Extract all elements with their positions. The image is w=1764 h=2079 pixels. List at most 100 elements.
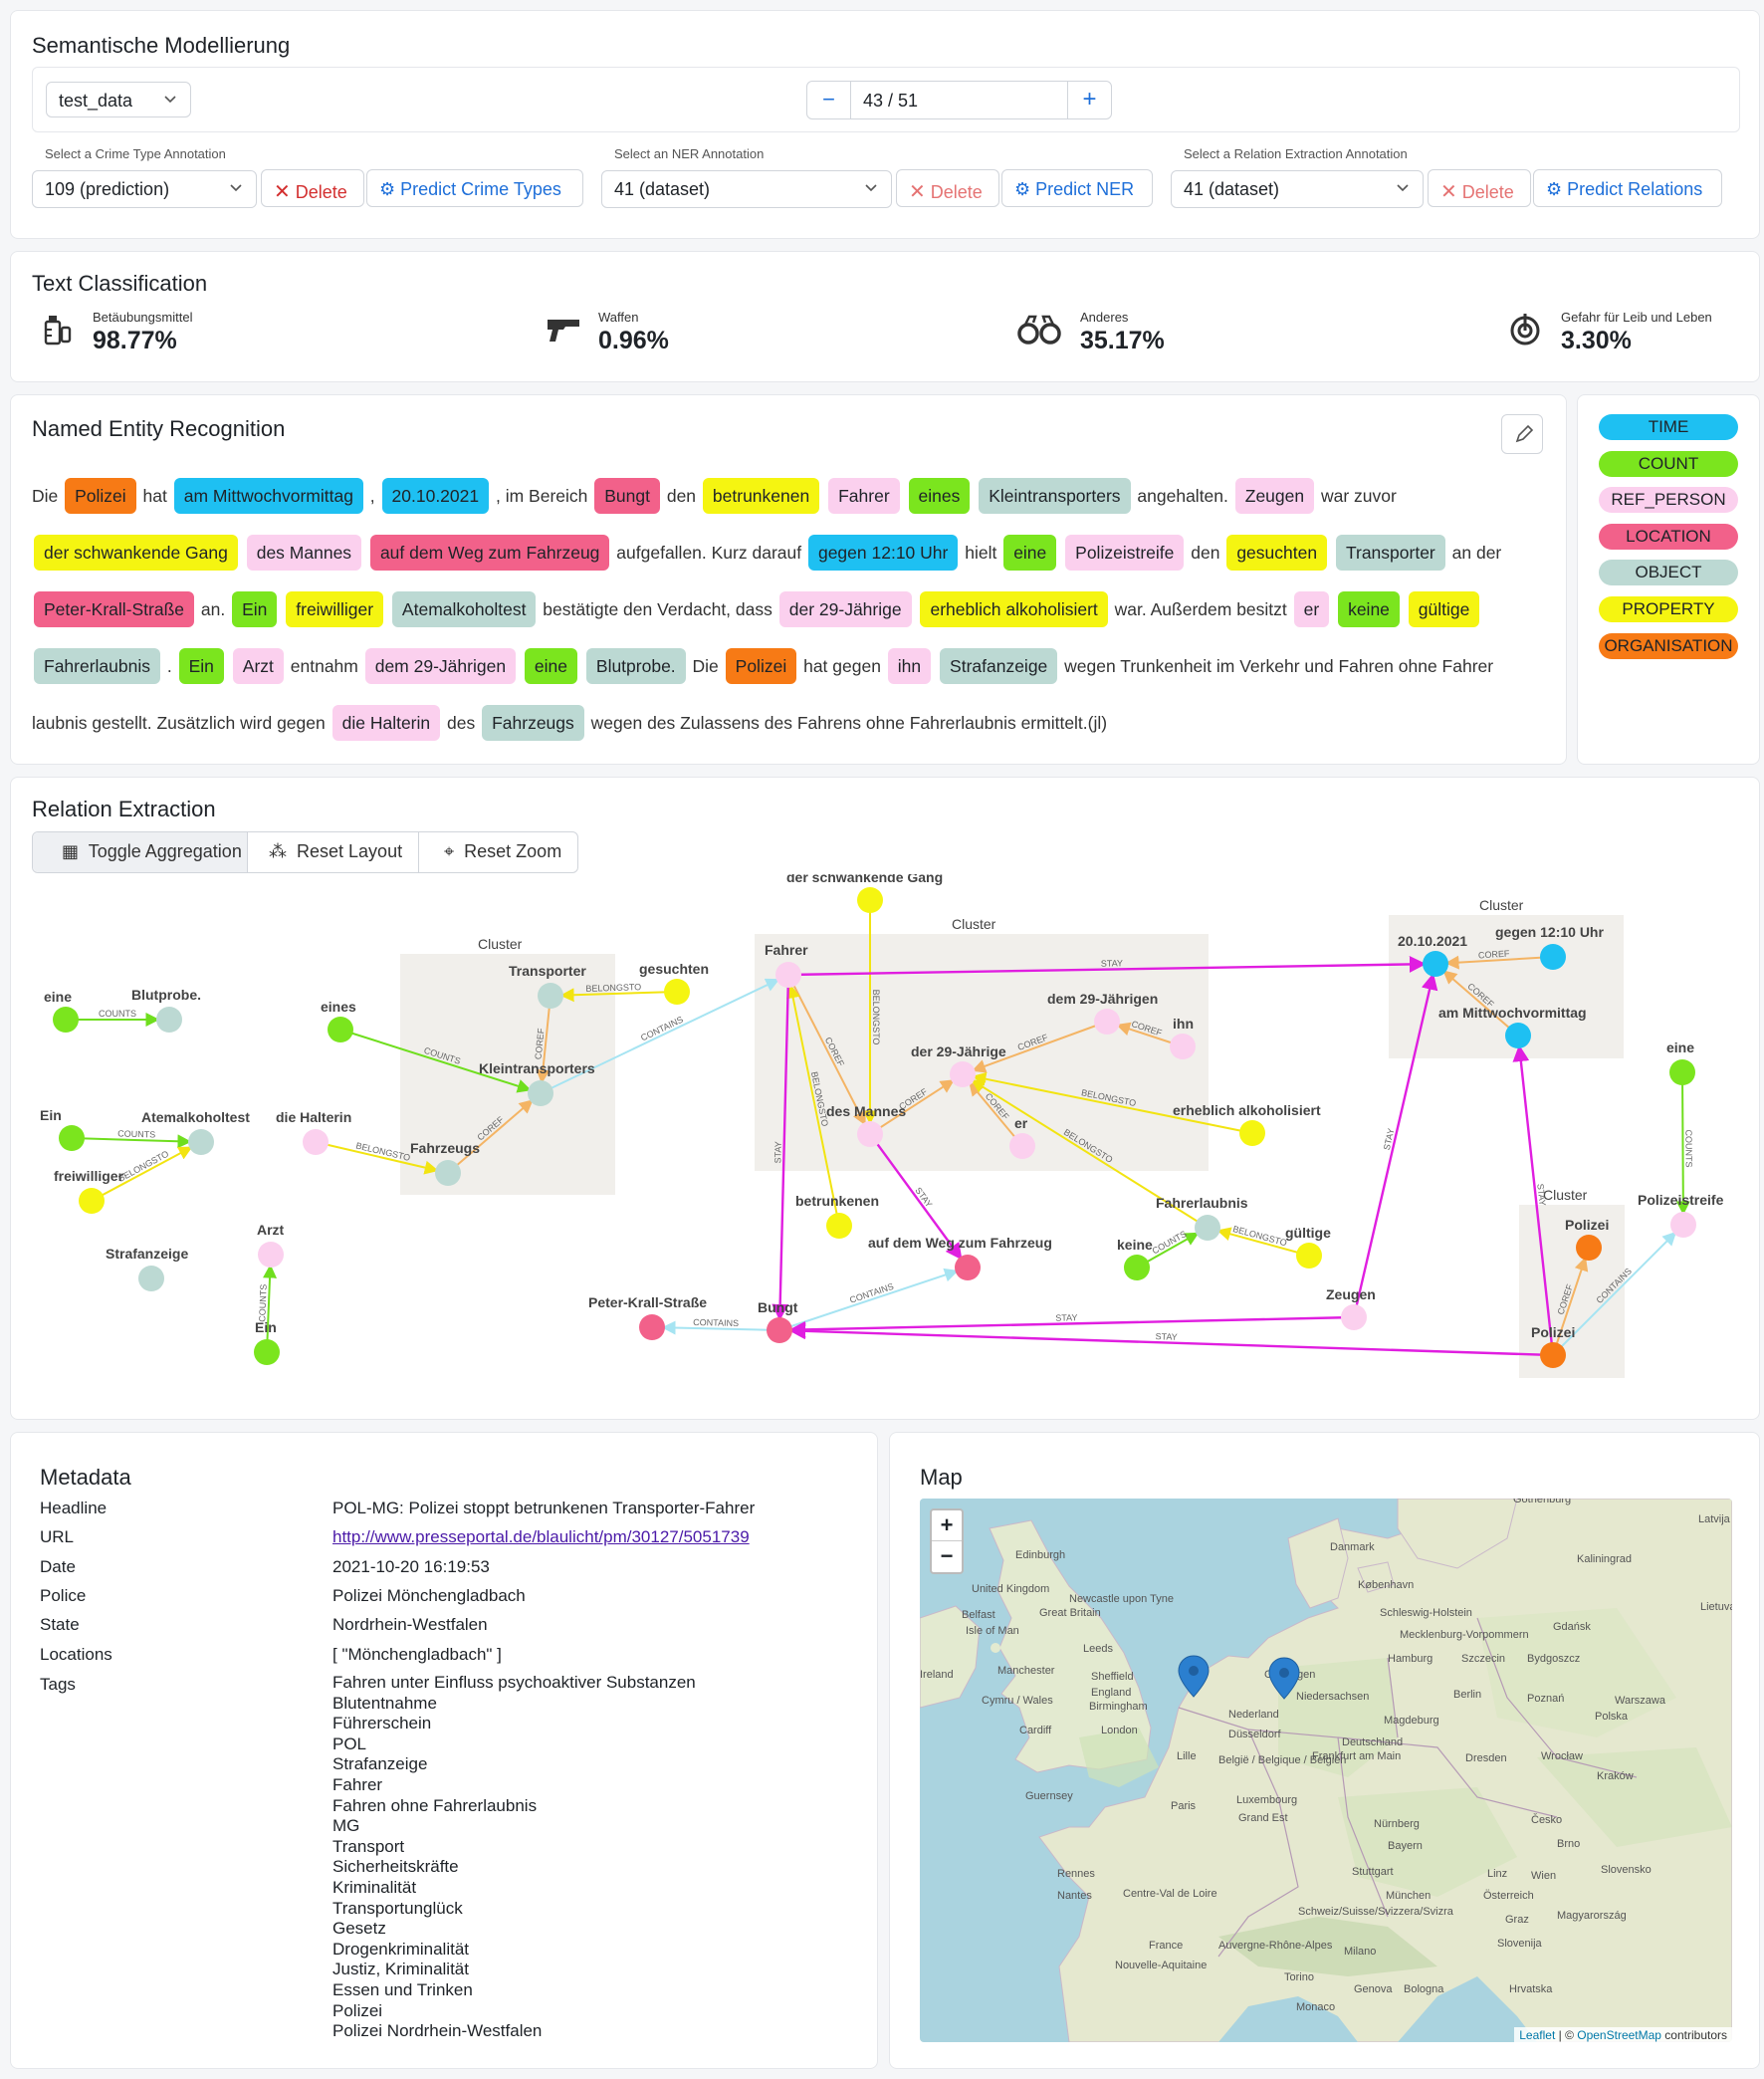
entity-object[interactable]: Kleintransporters (979, 478, 1131, 514)
entity-object[interactable]: Blutprobe. (585, 648, 686, 684)
relation-edge[interactable] (778, 1268, 959, 1331)
entity-ref_person[interactable]: er (1293, 591, 1330, 627)
graph-node-eine1[interactable] (53, 1007, 79, 1033)
relation-edge[interactable] (972, 1021, 1108, 1073)
graph-node-gang[interactable] (857, 887, 883, 913)
entity-property[interactable]: der schwankende Gang (34, 535, 238, 571)
relation-edge[interactable] (536, 995, 551, 1084)
relation-edge[interactable] (788, 1322, 1554, 1357)
reset-layout-button[interactable]: ⁂ Reset Layout (255, 831, 416, 871)
graph-node-blut[interactable] (156, 1007, 182, 1033)
relation-annotation-select[interactable]: 41 (dataset) (1171, 170, 1424, 208)
relation-edge[interactable] (1444, 955, 1554, 970)
graph-node-mannes[interactable] (857, 1121, 883, 1147)
entity-organisation[interactable]: Polizei (65, 478, 136, 514)
entity-count[interactable]: eine (524, 648, 578, 684)
entity-ref_person[interactable]: Zeugen (1234, 478, 1315, 514)
entity-ref_person[interactable]: des Mannes (246, 535, 362, 571)
entity-count[interactable]: eines (908, 478, 971, 514)
entity-property[interactable]: erheblich alkoholisiert (920, 591, 1108, 627)
entity-ref_person[interactable]: Fahrer (828, 478, 900, 514)
entity-time[interactable]: am Mittwochvormittag (173, 478, 363, 514)
relation-edge[interactable] (1552, 1231, 1677, 1356)
graph-node-weg[interactable] (955, 1255, 981, 1280)
legend-tag-property[interactable]: PROPERTY (1599, 596, 1738, 622)
entity-location[interactable]: Peter-Krall-Straße (34, 591, 195, 627)
delete-crime-type-button[interactable]: ✕ Delete (261, 169, 364, 207)
leaflet-link[interactable]: Leaflet (1519, 2028, 1556, 2042)
legend-tag-ref_person[interactable]: REF_PERSON (1599, 487, 1738, 514)
entity-object[interactable]: Fahrzeugs (482, 705, 584, 741)
relation-graph[interactable]: Cluster Cluster Cluster Cluster COUNTS COUNT… (10, 874, 1760, 1417)
entity-ref_person[interactable]: dem 29-Jährigen (364, 648, 517, 684)
relation-edge[interactable] (1512, 1044, 1555, 1356)
graph-node-der29[interactable] (950, 1061, 976, 1087)
graph-node-date[interactable] (1423, 951, 1448, 977)
legend-tag-time[interactable]: TIME (1599, 414, 1738, 440)
entity-object[interactable]: Strafanzeige (940, 648, 1058, 684)
delete-relations-button[interactable]: ✕ Delete (1428, 169, 1531, 207)
entity-object[interactable]: Atemalkoholtest (391, 591, 537, 627)
entity-count[interactable]: eine (1003, 535, 1057, 571)
graph-node-zeugen[interactable] (1341, 1304, 1367, 1330)
relation-edge[interactable] (787, 956, 1427, 977)
relation-edge[interactable] (787, 974, 866, 1126)
graph-node-klein[interactable] (528, 1080, 553, 1106)
relation-edge[interactable] (91, 1146, 193, 1202)
graph-node-keine[interactable] (1124, 1255, 1150, 1280)
graph-node-freiwilliger[interactable] (79, 1188, 105, 1214)
entity-count[interactable]: keine (1338, 591, 1400, 627)
entity-time[interactable]: 20.10.2021 (381, 478, 490, 514)
relation-edge[interactable] (1352, 973, 1438, 1318)
map-marker-icon[interactable] (1268, 1657, 1300, 1700)
graph-node-polizei2[interactable] (1540, 1342, 1566, 1368)
toggle-aggregation-button[interactable] (33, 832, 248, 872)
predict-relations-button[interactable]: ⚙ Predict Relations (1533, 169, 1722, 207)
dataset-select[interactable]: test_data (46, 82, 191, 117)
entity-location[interactable]: auf dem Weg zum Fahrzeug (369, 535, 610, 571)
legend-tag-object[interactable]: OBJECT (1599, 560, 1738, 586)
entity-ref_person[interactable]: die Halterin (331, 705, 441, 741)
graph-node-eines[interactable] (328, 1017, 353, 1042)
graph-node-strafanzeige[interactable] (138, 1266, 164, 1291)
relation-edge[interactable] (1216, 1227, 1310, 1257)
entity-object[interactable]: Transporter (1335, 535, 1445, 571)
reset-zoom-button[interactable]: ⌖ Reset Zoom (430, 831, 575, 871)
entity-ref_person[interactable]: Arzt (232, 648, 284, 684)
graph-node-dem29[interactable] (1094, 1009, 1120, 1035)
graph-node-arzt[interactable] (258, 1242, 284, 1268)
entity-ref_person[interactable]: ihn (887, 648, 932, 684)
graph-node-uhr[interactable] (1540, 944, 1566, 970)
graph-node-atem[interactable] (188, 1129, 214, 1155)
entity-count[interactable]: Ein (178, 648, 224, 684)
pager-increment-button[interactable]: + (1067, 82, 1111, 118)
relation-edge[interactable] (785, 984, 840, 1227)
legend-tag-count[interactable]: COUNT (1599, 450, 1738, 477)
relation-edge[interactable] (788, 1315, 1355, 1338)
graph-node-transporter[interactable] (538, 983, 563, 1009)
osm-link[interactable]: OpenStreetMap (1577, 2028, 1661, 2042)
entity-location[interactable]: Bungt (594, 478, 660, 514)
graph-node-mittwoch[interactable] (1505, 1023, 1531, 1048)
relation-edge[interactable] (661, 1320, 780, 1335)
graph-node-halterin[interactable] (303, 1129, 329, 1155)
relation-edge[interactable] (559, 988, 678, 1003)
entity-ref_person[interactable]: Polizeistreife (1065, 535, 1185, 571)
relation-edge[interactable] (772, 974, 790, 1321)
graph-node-fahrerlaubnis[interactable] (1195, 1215, 1220, 1241)
graph-node-peter[interactable] (639, 1314, 665, 1340)
ner-annotation-select[interactable]: 41 (dataset) (601, 170, 892, 208)
legend-tag-location[interactable]: LOCATION (1599, 523, 1738, 550)
entity-count[interactable]: Ein (232, 591, 278, 627)
relation-edge[interactable] (339, 1029, 532, 1093)
relation-edge[interactable] (972, 1071, 1253, 1134)
predict-ner-button[interactable]: ⚙ Predict NER (1001, 169, 1153, 207)
map-marker-icon[interactable] (1178, 1655, 1210, 1698)
graph-node-fahrzeugs[interactable] (435, 1160, 461, 1186)
entity-organisation[interactable]: Polizei (725, 648, 797, 684)
metadata-url-link[interactable]: http://www.presseportal.de/blaulicht/pm/… (332, 1527, 750, 1547)
entity-time[interactable]: gegen 12:10 Uhr (807, 535, 959, 571)
graph-node-gesuchten[interactable] (664, 979, 690, 1005)
relation-edge[interactable] (1552, 1257, 1589, 1356)
cluster-box[interactable] (1519, 1205, 1625, 1378)
